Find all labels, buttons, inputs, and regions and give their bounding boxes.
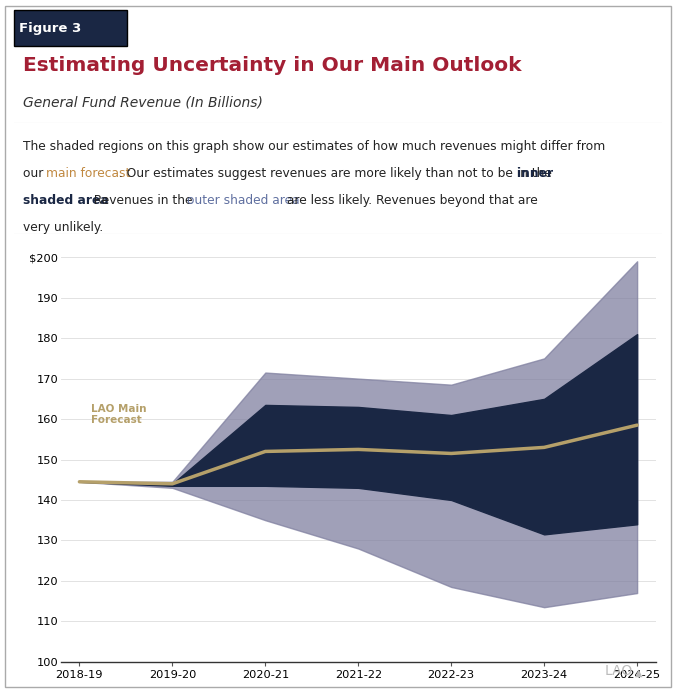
Text: Figure 3: Figure 3	[19, 22, 81, 35]
Text: shaded area: shaded area	[23, 194, 109, 207]
Text: our: our	[23, 167, 47, 180]
Text: General Fund Revenue (In Billions): General Fund Revenue (In Billions)	[23, 95, 263, 109]
Text: ▲: ▲	[635, 668, 643, 678]
Text: very unlikely.: very unlikely.	[23, 220, 103, 234]
Text: Estimating Uncertainty in Our Main Outlook: Estimating Uncertainty in Our Main Outlo…	[23, 55, 522, 75]
Text: are less likely. Revenues beyond that are: are less likely. Revenues beyond that ar…	[283, 194, 537, 207]
Text: outer shaded area: outer shaded area	[187, 194, 300, 207]
Text: . Revenues in the: . Revenues in the	[87, 194, 197, 207]
Text: LAO Main
Forecast: LAO Main Forecast	[91, 403, 146, 425]
Text: main forecast: main forecast	[46, 167, 130, 180]
Text: inner: inner	[517, 167, 554, 180]
Text: The shaded regions on this graph show our estimates of how much revenues might d: The shaded regions on this graph show ou…	[23, 140, 606, 153]
FancyBboxPatch shape	[14, 10, 127, 46]
Text: LAO: LAO	[605, 664, 633, 678]
Text: . Our estimates suggest revenues are more likely than not to be in the: . Our estimates suggest revenues are mor…	[119, 167, 556, 180]
